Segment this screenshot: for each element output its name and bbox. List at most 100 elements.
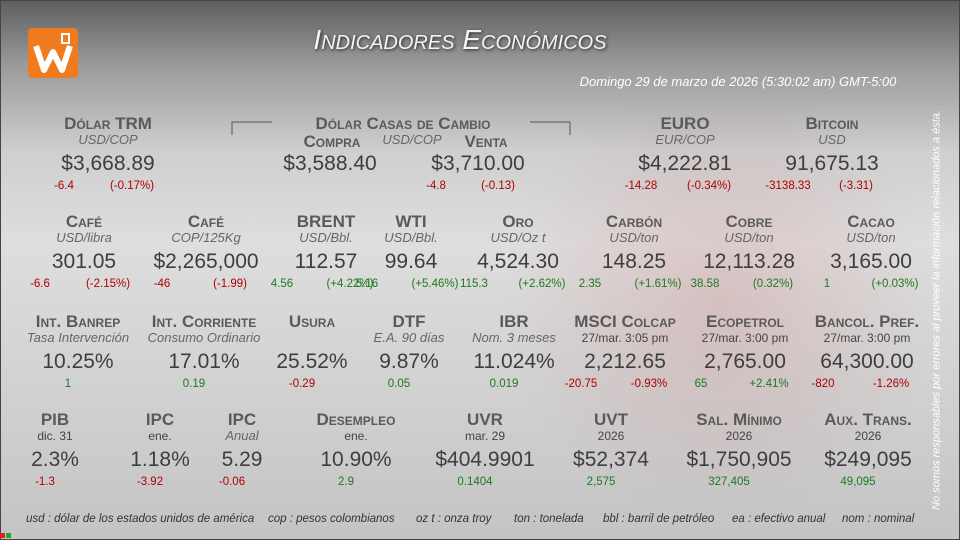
unit: Nom. 3 meses: [472, 330, 556, 345]
value: $2,265,000: [153, 250, 259, 273]
indicator-name: Carbón: [605, 212, 663, 231]
unit: EUR/COP: [655, 132, 715, 147]
indicator-name: Bancol. Pref.: [814, 312, 920, 331]
value: $404.9901: [435, 448, 535, 471]
value: 2.3%: [31, 448, 79, 471]
indicator-name: Dólar TRM: [64, 114, 152, 133]
unit: USD/ton: [846, 230, 896, 245]
unit: USD/libra: [56, 230, 112, 245]
change: 1: [64, 378, 72, 390]
value: $3,588.40: [283, 152, 377, 175]
change: 0.05: [387, 378, 411, 390]
unit: USD/Oz t: [490, 230, 546, 245]
value: 4,524.30: [477, 250, 559, 273]
date: 27/mar. 3:05 pm: [581, 331, 669, 345]
indicator-name: Café: [65, 212, 103, 231]
value: 1.18%: [130, 448, 190, 471]
indicator-name: Int. Corriente: [151, 312, 257, 331]
date: Domingo 29 de marzo de 2026 (5:30:02 am)…: [579, 74, 897, 89]
change: -20.75: [564, 378, 598, 390]
disclaimer: No somos responsables por errores al pro…: [930, 110, 943, 510]
value: 91,675.13: [785, 152, 879, 175]
glossary-item: ton : tonelada: [514, 513, 584, 525]
value: 25.52%: [276, 350, 348, 373]
glossary-item: ea : efectivo anual: [732, 513, 826, 525]
value: 112.57: [294, 250, 358, 273]
value: 9.87%: [379, 350, 439, 373]
bracket: [231, 121, 571, 135]
value: 10.90%: [320, 448, 392, 471]
value: 10.25%: [42, 350, 114, 373]
change-pct: (+2.62%): [518, 278, 566, 290]
indicator-name: Oro: [502, 212, 534, 231]
value: $1,750,905: [686, 448, 792, 471]
indicator-name: Sal. Mínimo: [696, 410, 782, 429]
unit: USD/COP: [78, 132, 138, 147]
glossary-item: cop : pesos colombianos: [268, 513, 395, 525]
change: 0.19: [182, 378, 206, 390]
change: 65: [694, 378, 708, 390]
change: -14.28: [624, 180, 658, 192]
indicator-name: IPC: [227, 410, 257, 429]
change: 1: [823, 278, 831, 290]
unit: USD/Bbl.: [299, 230, 353, 245]
change: 4.56: [270, 278, 294, 290]
change-pct: (-0.17%): [109, 180, 155, 192]
value: $3,710.00: [431, 152, 525, 175]
value: 2,212.65: [584, 350, 666, 373]
indicator-name: WTI: [395, 212, 427, 231]
glossary-item: oz t : onza troy: [416, 513, 492, 525]
change: -0.06: [218, 476, 246, 488]
logo-plug: [61, 33, 70, 44]
indicator-name: Cacao: [847, 212, 895, 231]
change: -6.6: [30, 278, 50, 290]
value: 12,113.28: [703, 250, 795, 273]
value: 11.024%: [473, 350, 555, 373]
change-pct: (+5.46%): [411, 278, 459, 290]
change-pct: (-0.34%): [686, 180, 732, 192]
date: 2026: [854, 429, 882, 443]
change: 2.35: [578, 278, 602, 290]
date: 2026: [597, 429, 625, 443]
change: 327,405: [708, 476, 750, 488]
unit: USD/ton: [724, 230, 774, 245]
change: -3.92: [136, 476, 164, 488]
change: -0.29: [288, 378, 316, 390]
change-pct: (+1.61%): [634, 278, 682, 290]
indicator-name: Int. Banrep: [35, 312, 121, 331]
glossary-item: usd : dólar de los estados unidos de amé…: [26, 513, 255, 525]
date: ene.: [148, 429, 172, 443]
change-pct: (-1.99): [213, 278, 247, 290]
indicator-name: BRENT: [296, 212, 356, 231]
change: -6.4: [54, 180, 74, 192]
change: 0.1404: [457, 476, 493, 488]
indicator-name: Café: [187, 212, 225, 231]
date: dic. 31: [37, 429, 73, 443]
unit: COP/125Kg: [171, 230, 241, 245]
value: 3,165.00: [830, 250, 912, 273]
date: ene.: [344, 429, 368, 443]
unit: USD/ton: [609, 230, 659, 245]
date: 27/mar. 3:00 pm: [823, 331, 911, 345]
logo-w: [33, 45, 73, 73]
change: 115.3: [460, 278, 488, 290]
change-pct: (-0.13): [481, 180, 515, 192]
value: 301.05: [51, 250, 117, 273]
unit: Anual: [225, 428, 259, 443]
flag: [6, 533, 11, 538]
indicator-name: MSCI Colcap: [574, 312, 676, 331]
date: 27/mar. 3:00 pm: [701, 331, 789, 345]
unit: Tasa Intervención: [26, 330, 130, 345]
value: $4,222.81: [638, 152, 732, 175]
sell-label: Venta: [464, 132, 508, 151]
change: 5.16: [355, 278, 379, 290]
change: -820: [811, 378, 835, 390]
change-pct: -0.93%: [630, 378, 668, 390]
change: -4.8: [426, 180, 446, 192]
change-pct: (-3.31): [839, 180, 873, 192]
glossary-item: bbl : barril de petróleo: [603, 513, 715, 525]
change: -3138.33: [765, 180, 811, 192]
value: $3,668.89: [61, 152, 155, 175]
indicator-name: Usura: [288, 312, 336, 331]
buy-label: Compra: [303, 132, 361, 151]
